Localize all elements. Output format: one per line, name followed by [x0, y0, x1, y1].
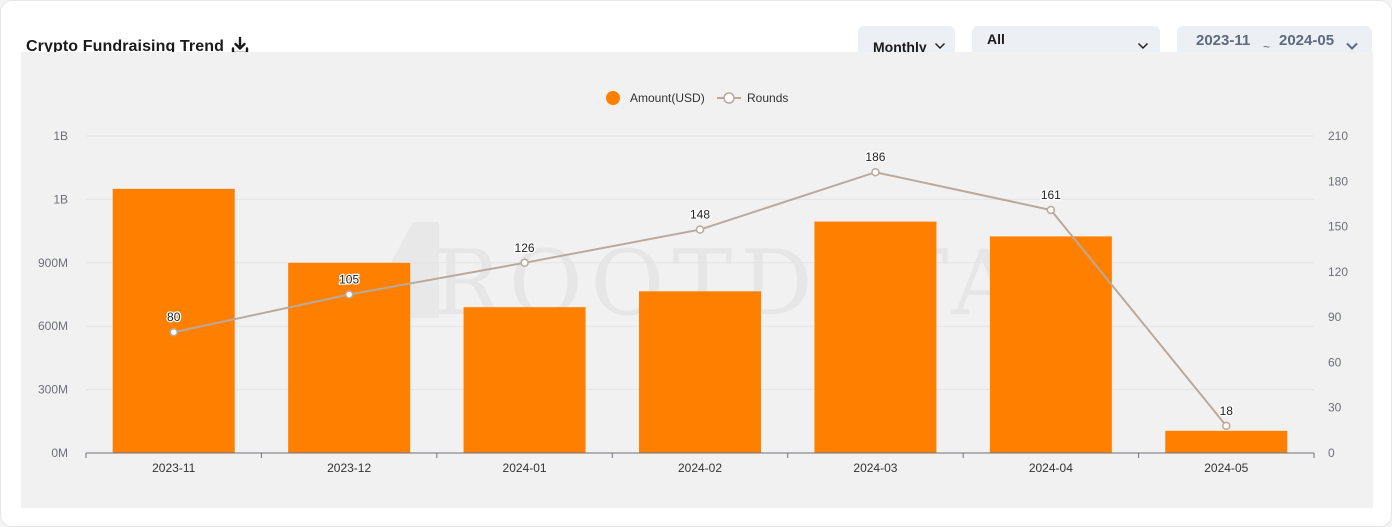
bar — [814, 221, 937, 453]
chevron-down-icon — [1346, 42, 1358, 50]
chevron-down-icon — [935, 43, 945, 49]
data-label: 126 — [515, 241, 535, 255]
y-left-tick-label: 1B — [53, 129, 68, 143]
x-tick-label: 2024-03 — [853, 461, 897, 475]
bar — [112, 188, 235, 454]
rounds-point — [1046, 205, 1056, 215]
rounds-point — [169, 327, 178, 337]
y-right-tick-label: 0 — [1328, 446, 1335, 460]
y-left-tick-label: 0M — [51, 446, 68, 460]
x-tick-label: 2024-04 — [1029, 461, 1073, 475]
date-range-start[interactable]: 2023-11 — [1196, 32, 1251, 49]
category-filter-value: All — [987, 31, 1005, 47]
y-right-tick-label: 150 — [1328, 220, 1348, 234]
y-right-tick-label: 30 — [1328, 401, 1342, 415]
data-label: 105 — [339, 273, 359, 287]
rounds-point — [520, 258, 529, 268]
line-series-rounds: 80 105 126 148 186 161 18 — [166, 149, 1235, 431]
legend-label: Amount(USD) — [630, 91, 705, 105]
bar-series-amount — [112, 188, 1288, 454]
y-right-tick-label: 210 — [1328, 129, 1348, 143]
x-tick-label: 2023-11 — [152, 461, 195, 475]
rounds-point — [1222, 421, 1231, 431]
x-tick-label: 2024-02 — [678, 461, 722, 475]
data-label: 148 — [690, 208, 710, 222]
y-right-tick-label: 120 — [1328, 265, 1348, 279]
bar — [463, 307, 586, 453]
data-label: 18 — [1220, 404, 1234, 418]
data-label: 186 — [865, 150, 885, 164]
y-left-tick-label: 300M — [38, 383, 68, 397]
legend-label: Rounds — [747, 91, 788, 105]
legend-item-amount[interactable]: Amount(USD) — [606, 91, 705, 105]
x-tick-label: 2024-05 — [1204, 461, 1248, 475]
axes: 0M 300M 600M 900M 1B 1B 0 30 60 90 120 150 180 210 202… — [38, 129, 1348, 475]
legend-marker — [723, 92, 735, 104]
y-left-tick-label: 900M — [38, 256, 68, 270]
y-left-tick-label: 1B — [53, 192, 68, 206]
date-range-separator: ~ — [1263, 40, 1271, 54]
rounds-point — [344, 290, 354, 299]
legend-item-rounds[interactable]: Rounds — [717, 91, 788, 105]
chart-area: ROOTDATA 80 105 126 148 186 161 18 0M 300M 600M 9… — [21, 52, 1373, 508]
chart-legend[interactable]: Amount(USD) Rounds — [606, 91, 788, 105]
y-left-tick-label: 600M — [38, 319, 68, 333]
bar — [989, 236, 1112, 453]
y-right-tick-label: 60 — [1328, 355, 1342, 369]
data-label: 80 — [167, 310, 181, 324]
chevron-down-icon — [1138, 43, 1148, 49]
y-right-tick-label: 180 — [1328, 174, 1348, 188]
x-tick-label: 2024-01 — [503, 461, 547, 475]
data-label: 161 — [1041, 188, 1061, 202]
page-title: Crypto Fundraising Trend — [26, 38, 224, 55]
date-range-end[interactable]: 2024-05 — [1279, 32, 1335, 49]
rounds-point — [871, 167, 880, 177]
legend-marker — [606, 91, 620, 105]
period-select-value: Monthly — [873, 39, 927, 55]
bar — [639, 291, 761, 453]
bar — [1165, 430, 1288, 453]
y-right-tick-label: 90 — [1328, 310, 1342, 324]
x-tick-label: 2023-12 — [327, 461, 371, 475]
rounds-point — [695, 225, 705, 234]
